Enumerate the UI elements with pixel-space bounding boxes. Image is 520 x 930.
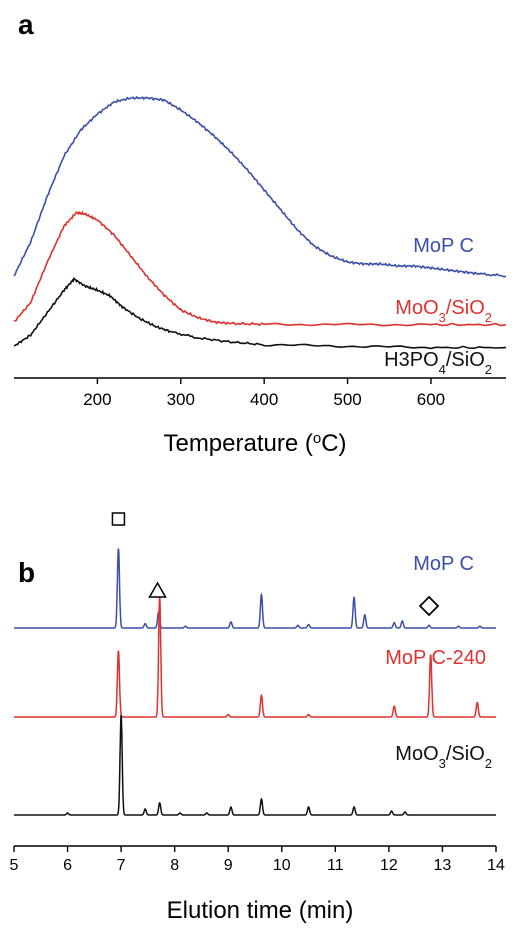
- series-line-a-2: [13, 276, 507, 350]
- series-label-b-1: MoP C-240: [385, 647, 486, 669]
- x-tick-label-b: 13: [434, 857, 452, 874]
- peak-markers-b: [111, 512, 440, 617]
- series-line-b-0: [14, 548, 496, 629]
- series-label-a-1-label-main: MoO: [395, 297, 438, 319]
- series-labels-b: MoP C MoP C-240 MoO3/SiO2: [385, 553, 492, 771]
- diamond-marker-icon: [418, 595, 440, 617]
- series-label-a-1: MoO3/SiO2: [395, 297, 492, 325]
- x-tick-label-b: 14: [487, 857, 505, 874]
- series-label-a-2-label-sub: 4: [439, 362, 446, 377]
- x-tick-label-b: 6: [63, 857, 72, 874]
- series-line-a-0: [13, 95, 507, 278]
- series-label-a-2: H3PO4/SiO2: [384, 349, 492, 377]
- series-group-b: [14, 548, 496, 816]
- series-label-a-0-label-main: MoP C: [413, 235, 474, 257]
- x-tick-label-a: 300: [167, 390, 195, 409]
- series-label-b-2: MoO3/SiO2: [395, 743, 492, 771]
- series-label-a-0: MoP C: [413, 235, 474, 257]
- series-label-b-1-label-main: MoP C-240: [385, 647, 486, 669]
- x-ticks-b: 5 6 7 8 9 10 11 12 13 14: [10, 846, 505, 874]
- x-tick-label-b: 5: [10, 857, 19, 874]
- x-tick-label-b: 10: [273, 857, 291, 874]
- series-label-a-1-label-sub: 3: [439, 310, 446, 325]
- series-line-a-1: [13, 210, 507, 327]
- x-ticks-a: 200 300 400 500 600: [83, 378, 445, 409]
- series-group-a: [13, 95, 507, 350]
- series-label-b-2-label-tail: /SiO: [446, 743, 485, 765]
- panel-label-b: b: [18, 557, 35, 588]
- x-axis-title-a-end: C): [321, 430, 346, 457]
- series-label-a-2-label-main: H3PO: [384, 349, 438, 371]
- series-label-a-1-label-tail: /SiO: [446, 297, 485, 319]
- x-tick-label-b: 7: [117, 857, 126, 874]
- x-axis-title-a-main: Temperature (: [163, 430, 312, 457]
- x-axis-title-a-sup: o: [313, 430, 321, 447]
- panel-a: a 200 300 400 500 600 MoP CMoO3/SiO2H3PO4/Si…: [13, 9, 507, 458]
- series-label-b-2-label-sub: 3: [439, 756, 446, 771]
- panel-label-a: a: [18, 9, 34, 40]
- series-label-b-2-label-main: MoO: [395, 743, 438, 765]
- series-label-a-2-label-tail: /SiO: [446, 349, 485, 371]
- series-line-b-2: [14, 714, 496, 816]
- series-label-a-2-label-sub2: 2: [485, 362, 492, 377]
- x-tick-label-b: 9: [224, 857, 233, 874]
- x-axis-title-b-main: Elution time (min): [167, 897, 354, 924]
- x-axis-title-b: Elution time (min): [167, 897, 354, 924]
- x-tick-label-a: 500: [333, 390, 361, 409]
- x-axis-title-a: Temperature (oC): [163, 430, 346, 458]
- x-tick-label-b: 12: [380, 857, 398, 874]
- square-marker-icon: [111, 512, 126, 526]
- series-label-a-1-label-sub2: 2: [485, 310, 492, 325]
- series-label-b-0-label-main: MoP C: [413, 553, 474, 575]
- x-tick-label-a: 200: [83, 390, 111, 409]
- panel-b: b 5 6 7 8 9 10 11 12 13 14 MoP C MoP C-240 MoO3/SiO…: [10, 512, 505, 924]
- series-label-b-2-label-sub2: 2: [485, 756, 492, 771]
- x-tick-label-b: 8: [170, 857, 179, 874]
- triangle-marker-icon: [148, 581, 167, 598]
- series-label-b-0: MoP C: [413, 553, 474, 575]
- x-tick-label-b: 11: [327, 857, 344, 874]
- x-tick-label-a: 400: [250, 390, 278, 409]
- x-tick-label-a: 600: [417, 390, 445, 409]
- series-line-b-1: [14, 596, 496, 718]
